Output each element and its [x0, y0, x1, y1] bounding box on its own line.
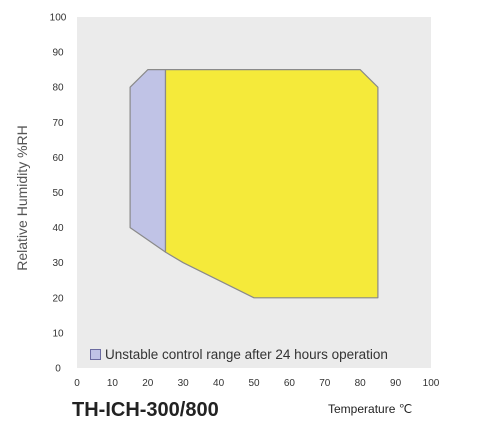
legend: Unstable control range after 24 hours op… — [90, 347, 388, 362]
x-axis-label: Temperature ℃ — [328, 402, 412, 416]
x-tick-label: 100 — [423, 378, 440, 389]
y-tick-label: 100 — [50, 13, 67, 24]
y-tick-label: 20 — [52, 293, 64, 304]
x-tick-label: 80 — [355, 378, 367, 389]
y-tick-label: 10 — [52, 328, 64, 339]
operating-range-region — [164, 69, 379, 299]
x-tick-label: 0 — [74, 378, 80, 389]
legend-swatch — [90, 349, 101, 360]
y-axis-label: Relative Humidity %RH — [14, 125, 30, 270]
y-tick-label: 30 — [52, 258, 64, 269]
x-tick-label: 50 — [248, 378, 260, 389]
legend-label: Unstable control range after 24 hours op… — [105, 347, 388, 362]
x-tick-label: 30 — [178, 378, 190, 389]
y-tick-label: 0 — [55, 364, 61, 375]
x-tick-label: 70 — [319, 378, 331, 389]
x-tick-label: 90 — [390, 378, 402, 389]
x-axis-title: Temperature — [328, 402, 396, 416]
y-tick-label: 40 — [52, 223, 64, 234]
y-tick-label: 80 — [52, 83, 64, 94]
x-tick-label: 10 — [107, 378, 119, 389]
y-tick-label: 90 — [52, 48, 64, 59]
y-tick-label: 50 — [52, 188, 64, 199]
x-tick-label: 60 — [284, 378, 296, 389]
x-tick-label: 20 — [142, 378, 154, 389]
unstable-range-region — [129, 69, 167, 253]
x-axis-unit: ℃ — [398, 402, 413, 416]
y-tick-label: 60 — [52, 153, 64, 164]
x-tick-label: 40 — [213, 378, 225, 389]
model-name: TH-ICH-300/800 — [72, 399, 219, 421]
y-tick-label: 70 — [52, 118, 64, 129]
